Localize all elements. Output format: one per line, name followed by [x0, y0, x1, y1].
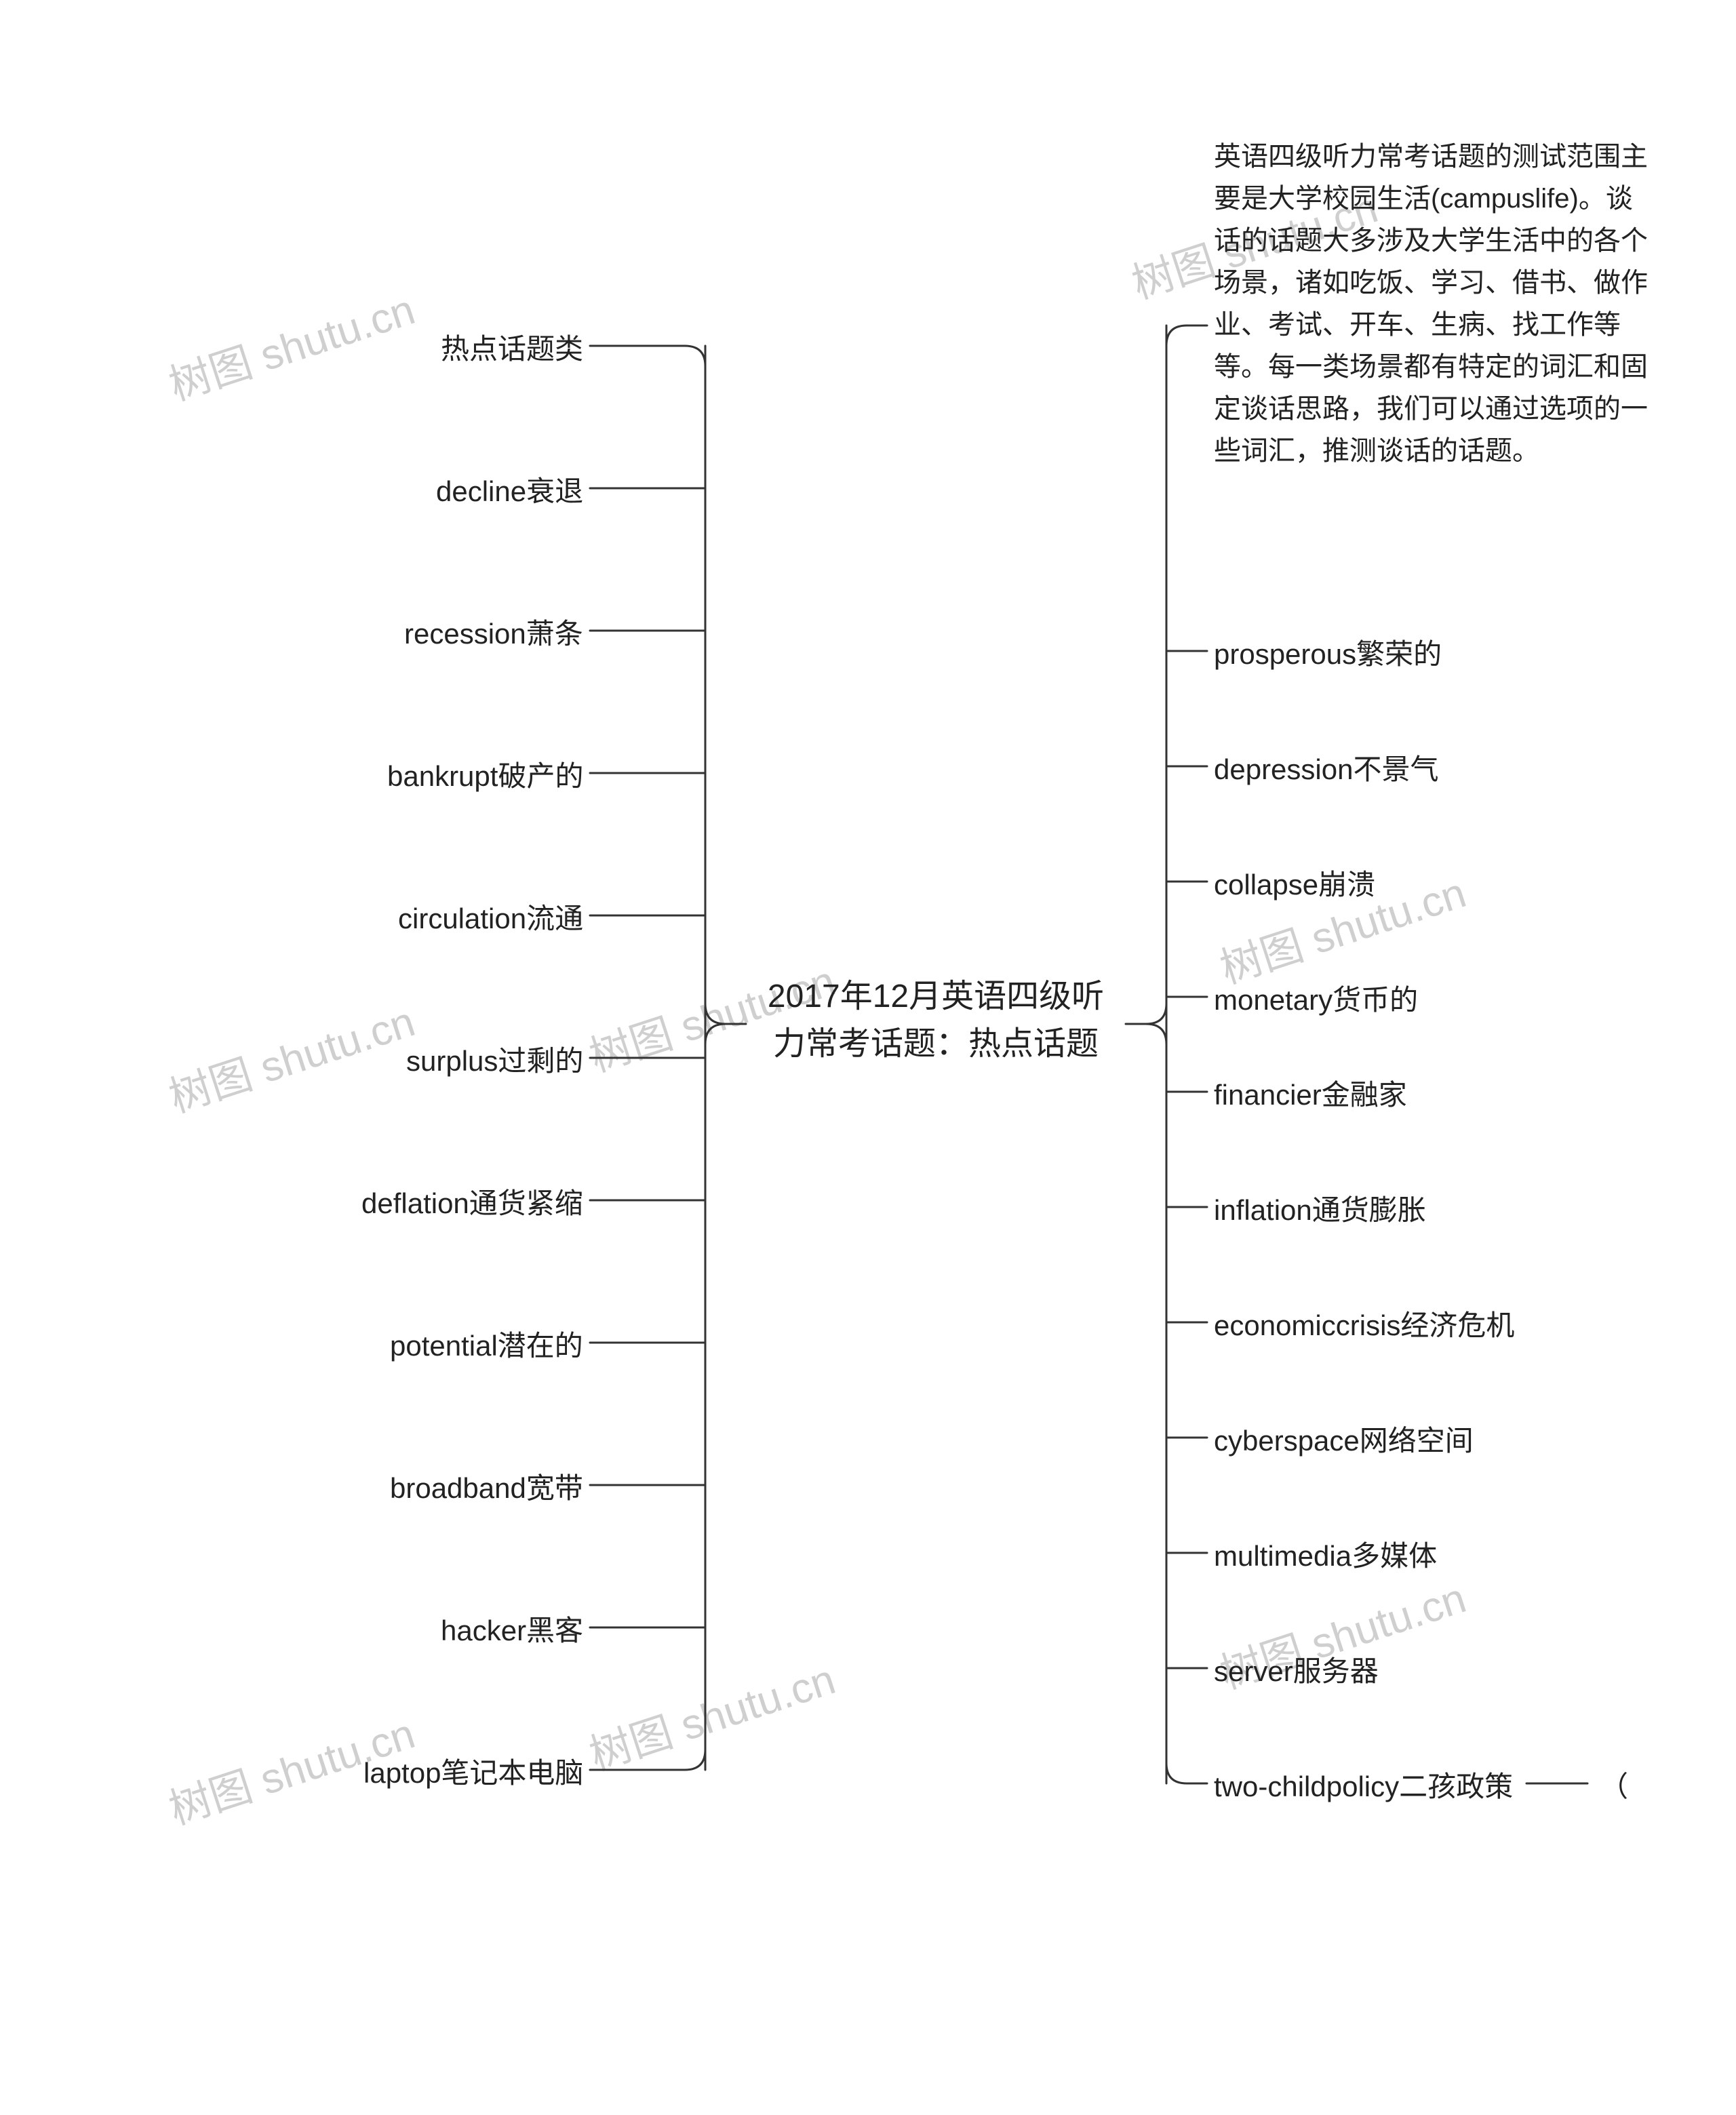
left-branch-label: decline衰退	[436, 469, 583, 510]
right-branch-label: multimedia多媒体	[1214, 1533, 1437, 1575]
left-branch-label: 热点话题类	[441, 326, 583, 368]
right-branch-node: inflation通货膨胀	[1214, 1187, 1426, 1229]
right-branch-label: financier金融家	[1214, 1072, 1407, 1113]
right-branch-node: depression不景气	[1214, 747, 1438, 788]
left-branch-node: broadband宽带	[390, 1465, 583, 1507]
left-branch-node: surplus过剩的	[406, 1038, 583, 1080]
right-description-node: 英语四级听力常考话题的测试范围主要是大学校园生活(campuslife)。谈话的…	[1214, 136, 1648, 472]
right-branch-label: collapse崩溃	[1214, 862, 1375, 903]
left-branch-node: potential潜在的	[390, 1323, 583, 1364]
right-branch-node: multimedia多媒体	[1214, 1533, 1437, 1575]
right-branch-node: cyberspace网络空间	[1214, 1418, 1474, 1459]
left-branch-label: potential潜在的	[390, 1323, 583, 1364]
left-branch-label: hacker黑客	[441, 1608, 583, 1649]
root-node-label: 2017年12月英语四级听力常考话题：热点话题	[753, 973, 1119, 1067]
root-node: 2017年12月英语四级听力常考话题：热点话题	[753, 973, 1119, 1067]
left-branch-node: deflation通货紧缩	[361, 1181, 583, 1222]
right-branch-label: economiccrisis经济危机	[1214, 1303, 1514, 1344]
right-branch-label: two-childpolicy二孩政策	[1214, 1764, 1513, 1805]
left-branch-label: recession萧条	[404, 611, 583, 652]
left-branch-node: decline衰退	[436, 469, 583, 510]
left-branch-label: surplus过剩的	[406, 1038, 583, 1080]
right-branch-label: server服务器	[1214, 1648, 1379, 1690]
right-branch-node: collapse崩溃	[1214, 862, 1375, 903]
right-branch-node: two-childpolicy二孩政策	[1214, 1764, 1513, 1805]
right-branch-node: monetary货币的	[1214, 977, 1418, 1019]
left-branch-label: broadband宽带	[390, 1465, 583, 1507]
right-branch-child-label: （	[1600, 1764, 1628, 1805]
left-branch-label: laptop笔记本电脑	[363, 1750, 583, 1792]
left-branch-node: laptop笔记本电脑	[363, 1750, 583, 1792]
right-branch-label: cyberspace网络空间	[1214, 1418, 1474, 1459]
right-branch-node: server服务器	[1214, 1648, 1379, 1690]
right-description-text: 英语四级听力常考话题的测试范围主要是大学校园生活(campuslife)。谈话的…	[1214, 136, 1648, 472]
left-branch-node: hacker黑客	[441, 1608, 583, 1649]
right-branch-node: prosperous繁荣的	[1214, 631, 1442, 673]
left-branch-label: deflation通货紧缩	[361, 1181, 583, 1222]
right-branch-node: financier金融家	[1214, 1072, 1407, 1113]
right-branch-label: prosperous繁荣的	[1214, 631, 1442, 673]
right-branch-child-node: （	[1600, 1764, 1628, 1805]
right-branch-label: inflation通货膨胀	[1214, 1187, 1426, 1229]
right-branch-label: depression不景气	[1214, 747, 1438, 788]
left-branch-node: circulation流通	[398, 896, 583, 937]
left-branch-label: bankrupt破产的	[387, 753, 583, 795]
left-branch-node: recession萧条	[404, 611, 583, 652]
right-branch-label: monetary货币的	[1214, 977, 1418, 1019]
right-branch-node: economiccrisis经济危机	[1214, 1303, 1514, 1344]
left-branch-node: bankrupt破产的	[387, 753, 583, 795]
mindmap-diagram: 树图 shutu.cn树图 shutu.cn树图 shutu.cn树图 shut…	[0, 0, 1736, 2115]
left-branch-node: 热点话题类	[441, 326, 583, 368]
left-branch-label: circulation流通	[398, 896, 583, 937]
